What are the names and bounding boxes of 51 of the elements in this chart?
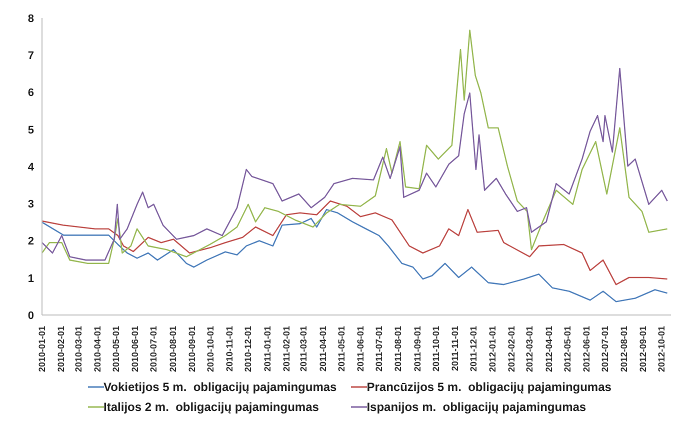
x-tick-label: 2012-09-01 [638,326,648,372]
x-tick-label: 2010-05-01 [111,326,122,372]
x-tick-label: 2012-05-01 [562,326,572,372]
x-tick-label: 2011-08-01 [393,326,404,372]
x-tick-label: 2010-10-01 [206,326,216,372]
x-tick-label: 2011-01-01 [262,326,272,372]
legend-label: Vokietijos 5 m. obligacijų pajamingumas [104,379,337,396]
x-tick-label: 2010-08-01 [168,326,178,372]
x-tick-label: 2012-02-01 [506,326,517,372]
x-tick-label: 2012-10-01 [656,326,667,372]
x-tick-label: 2011-12-01 [468,326,478,372]
y-tick-label: 7 [28,50,34,62]
x-tick-label: 2010-11-01 [224,326,235,372]
x-tick-label: 2010-02-01 [56,326,66,372]
x-tick-label: 2010-04-01 [92,326,103,372]
y-tick-label: 6 [28,87,34,100]
y-tick-label: 1 [28,272,34,285]
y-tick-label: 4 [28,161,35,174]
y-tick-label: 8 [28,12,34,25]
y-tick-label: 2 [28,236,34,248]
legend-label: Italijos 2 m. obligacijų pajamingumas [104,399,319,416]
x-tick-label: 2011-06-01 [356,326,366,372]
x-tick-label: 2012-06-01 [581,326,592,372]
line-series [42,208,668,302]
x-tick-label: 2012-07-01 [600,326,610,372]
line-series [42,68,668,261]
x-tick-label: 2011-11-01 [450,326,460,372]
x-tick-label: 2010-01-01 [37,326,47,372]
x-tick-label: 2011-02-01 [281,326,292,372]
x-tick-label: 2010-09-01 [186,326,197,372]
y-tick-label: 5 [28,124,34,136]
x-tick-label: 2010-12-01 [243,326,254,372]
x-tick-label: 2011-09-01 [412,326,422,372]
x-tick-label: 2011-03-01 [298,326,309,372]
y-tick-label: 3 [28,198,34,211]
x-tick-label: 2010-03-01 [73,326,84,372]
x-tick-label: 2012-03-01 [524,326,535,372]
x-tick-label: 2011-04-01 [318,326,328,372]
x-tick-label: 2011-10-01 [430,326,441,372]
x-tick-label: 2012-04-01 [544,326,554,372]
x-tick-label: 2012-01-01 [488,326,498,372]
x-tick-label: 2011-05-01 [336,326,346,372]
line-series [42,30,668,264]
x-tick-label: 2011-07-01 [374,326,384,372]
legend-label: Ispanijos m. obligacijų pajamingumas [366,399,586,416]
line-series [42,200,668,286]
legend-label: Prancūzijos 5 m. obligacijų pajamingumas [366,379,612,396]
x-tick-label: 2010-06-01 [130,326,140,372]
x-tick-label: 2010-07-01 [148,326,159,372]
x-tick-label: 2012-08-01 [619,326,630,372]
y-tick-label: 0 [28,310,34,322]
